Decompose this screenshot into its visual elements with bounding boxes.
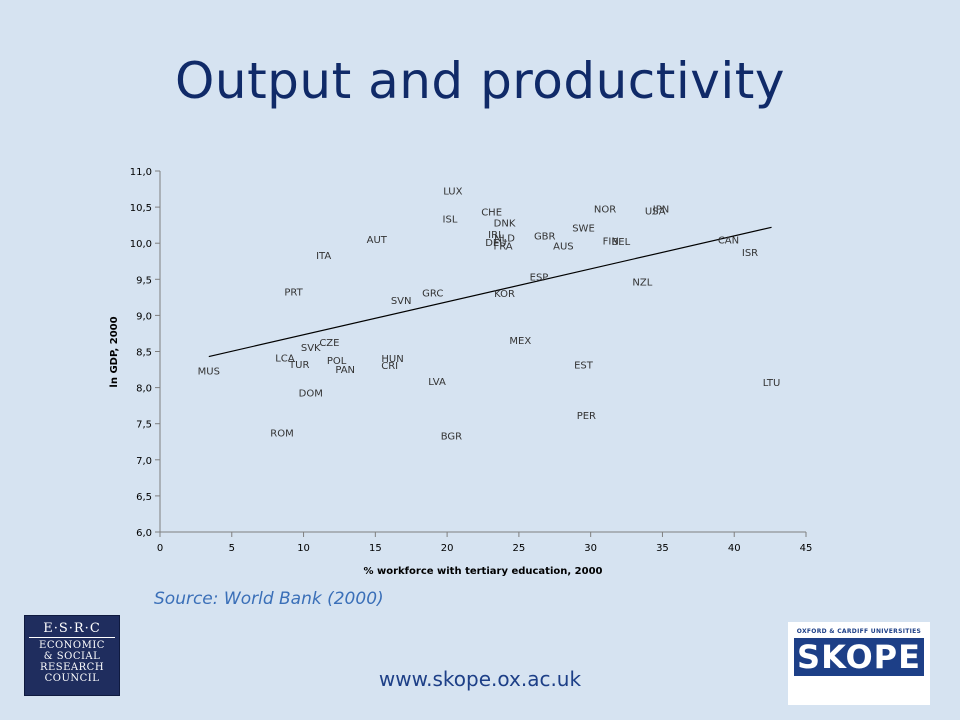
chart-axes [159, 171, 806, 533]
data-point-label: CZE [319, 338, 339, 349]
chart-ticks: 0 5 10 15 20 25 30 35 40 45 6,0 6,5 7,0 7,5 8,0 8,5 9,0 9… [130, 167, 813, 554]
data-point-label: USA [645, 207, 666, 218]
data-point-label: MEX [509, 336, 531, 347]
skope-logo: OXFORD & CARDIFF UNIVERSITIES SKOPE [788, 622, 930, 705]
website-link[interactable]: www.skope.ox.ac.uk [378, 667, 582, 691]
data-point-label: CRI [381, 361, 398, 372]
data-point-label: ESP [530, 272, 549, 283]
y-tick-label: 11,0 [130, 167, 152, 178]
y-tick-label: 9,0 [136, 311, 152, 322]
y-tick-label: 7,0 [136, 456, 152, 467]
data-point-label: GBR [534, 231, 556, 242]
slide-title: Output and productivity [175, 52, 785, 110]
data-point-label: AUT [367, 235, 388, 246]
x-tick-label: 45 [800, 543, 813, 554]
data-point-label: AUS [553, 241, 574, 252]
data-point-label: ISR [742, 248, 758, 259]
y-tick-label: 6,0 [136, 528, 152, 539]
data-point-label: FRA [494, 241, 513, 252]
data-point-label: BGR [441, 431, 462, 442]
y-tick-label: 9,5 [136, 275, 152, 286]
data-point-label: HUN [381, 354, 403, 365]
data-point-label: LVA [428, 377, 446, 388]
data-point-label: LUX [443, 186, 462, 197]
y-tick-label: 6,5 [136, 492, 152, 503]
y-tick-label: 8,0 [136, 384, 152, 395]
data-point-label: SVK [301, 343, 321, 354]
data-point-label: KOR [494, 289, 515, 300]
x-tick-label: 25 [513, 543, 526, 554]
x-tick-label: 15 [369, 543, 382, 554]
data-point-label: POL [327, 356, 347, 367]
data-point-label: PRT [284, 288, 303, 299]
data-point-label: LTU [763, 378, 781, 389]
data-point-label: NLD [494, 233, 515, 244]
x-tick-label: 20 [441, 543, 454, 554]
data-point-label: MUS [198, 366, 220, 377]
data-point-label: CHE [481, 207, 502, 218]
source-note: Source: World Bank (2000) [154, 589, 384, 609]
trendline-group [208, 226, 772, 358]
data-point-label: LCA [275, 353, 295, 364]
x-axis-label: % workforce with tertiary education, 200… [363, 566, 602, 577]
data-point-label: DOM [299, 389, 323, 400]
data-point-label: CAN [718, 236, 739, 247]
data-point-label: NZL [632, 277, 652, 288]
x-tick-label: 10 [297, 543, 310, 554]
data-point-label: NOR [594, 205, 616, 216]
x-tick-label: 0 [157, 543, 163, 554]
data-point-label: JPN [652, 205, 669, 216]
y-tick-label: 8,5 [136, 348, 152, 359]
data-point-label: DNK [494, 218, 516, 229]
scatter-chart: 0 5 10 15 20 25 30 35 40 45 6,0 6,5 7,0 7,5 8,0 8,5 9,0 9… [109, 167, 813, 577]
x-tick-label: 35 [656, 543, 669, 554]
data-point-label: GRC [422, 288, 443, 299]
y-tick-label: 10,0 [130, 239, 152, 250]
data-point-label: EST [574, 360, 594, 371]
y-tick-label: 7,5 [136, 420, 152, 431]
esrc-logo-line-1: ECONOMIC [39, 640, 105, 651]
esrc-logo-line-3: RESEARCH [39, 662, 105, 673]
esrc-logo-acronym: E·S·R·C [29, 621, 115, 638]
esrc-logo-line-4: COUNCIL [44, 673, 100, 684]
data-point-label: FIN [603, 236, 619, 247]
trendline [208, 226, 772, 358]
esrc-logo: E·S·R·C ECONOMIC & SOCIAL RESEARCH COUNC… [24, 615, 120, 696]
data-point-label: SVN [391, 296, 412, 307]
x-tick-label: 30 [584, 543, 597, 554]
data-point-label: PAN [335, 365, 355, 376]
data-point-label: BEL [611, 237, 630, 248]
y-tick-label: 10,5 [130, 203, 152, 214]
x-tick-label: 5 [229, 543, 235, 554]
skope-logo-wordmark: SKOPE [794, 638, 924, 676]
data-point-label: ITA [316, 251, 331, 262]
x-tick-label: 40 [728, 543, 741, 554]
data-point-label: DEU [485, 238, 506, 249]
data-point-label: ISL [443, 215, 458, 226]
y-axis-label: ln GDP, 2000 [109, 316, 120, 387]
skope-logo-universities: OXFORD & CARDIFF UNIVERSITIES [796, 628, 922, 635]
data-point-label: TUR [288, 360, 309, 371]
data-point-label: SWE [572, 223, 595, 234]
data-point-label: PER [577, 411, 596, 422]
data-point-label: IRL [488, 230, 504, 241]
esrc-logo-line-2: & SOCIAL [43, 651, 101, 662]
data-point-label: ROM [270, 428, 293, 439]
